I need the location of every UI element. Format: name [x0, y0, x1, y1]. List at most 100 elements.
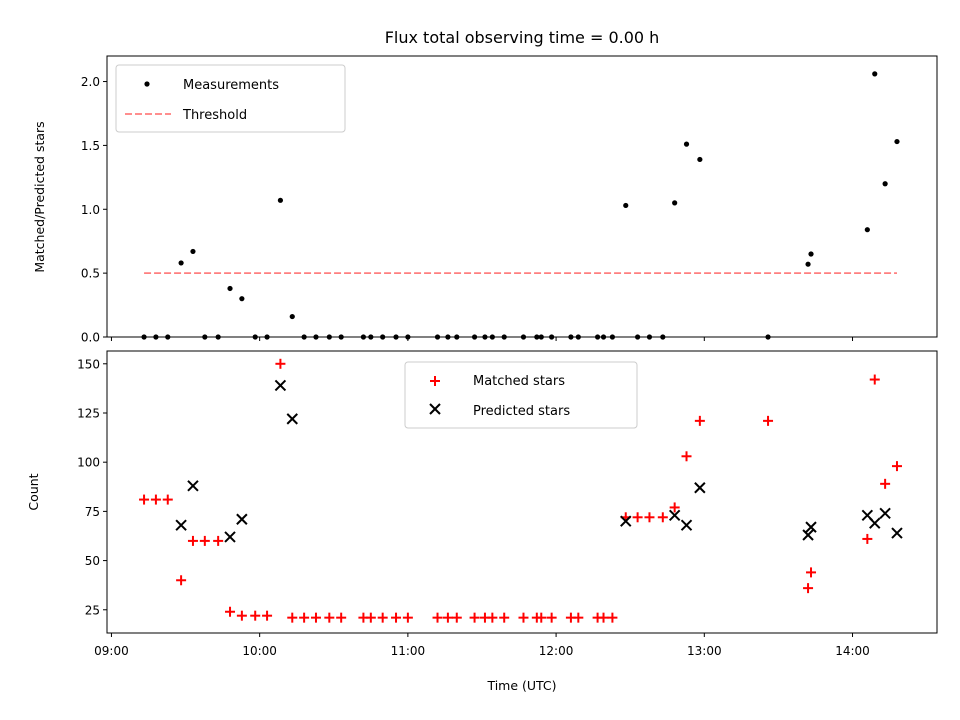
measurement-point	[538, 334, 544, 340]
bottom-y-axis-label: Count	[26, 473, 41, 510]
matched-stars-point	[469, 612, 480, 623]
matched-stars-point	[377, 612, 388, 623]
matched-stars-point	[806, 567, 817, 578]
measurement-point	[660, 334, 666, 340]
measurement-point	[202, 334, 208, 340]
x-tick-label: 12:00	[539, 644, 574, 658]
measurement-point	[301, 334, 307, 340]
measurement-point	[264, 334, 270, 340]
measurement-point	[178, 260, 184, 266]
matched-stars-point	[225, 606, 236, 617]
measurement-point	[239, 296, 245, 302]
measurement-point	[326, 334, 332, 340]
measurement-point	[368, 334, 374, 340]
chart-title: Flux total observing time = 0.00 h	[385, 28, 660, 47]
matched-stars-point	[150, 494, 161, 505]
measurement-point	[683, 141, 690, 147]
measurement-point	[489, 334, 495, 340]
matched-stars-point	[336, 612, 347, 623]
measurement-point	[277, 197, 284, 203]
measurement-point	[380, 334, 386, 340]
predicted-stars-point	[802, 529, 814, 541]
x-axis-label: Time (UTC)	[486, 678, 556, 693]
measurement-point	[434, 334, 441, 340]
matched-stars-point	[162, 494, 173, 505]
measurement-point	[549, 334, 555, 340]
matched-stars-point	[287, 612, 298, 623]
top-y-tick-label: 1.5	[81, 139, 100, 153]
x-tick-label: 13:00	[687, 644, 722, 658]
bottom-y-tick-label: 25	[85, 603, 100, 617]
predicted-stars-point	[187, 480, 199, 492]
matched-stars-point	[632, 512, 643, 523]
measurement-point	[482, 334, 488, 340]
measurement-point	[360, 334, 367, 340]
measurement-point	[646, 334, 653, 340]
matched-stars-point	[880, 478, 891, 489]
measurement-point	[575, 334, 581, 340]
predicted-stars-point	[891, 527, 903, 539]
predicted-stars-point	[286, 413, 298, 425]
matched-stars-point	[324, 612, 335, 623]
matched-stars-point	[499, 612, 510, 623]
predicted-stars-point	[805, 521, 817, 533]
top-y-axis-label: Matched/Predicted stars	[32, 121, 47, 272]
matched-stars-point	[176, 575, 187, 586]
predicted-stars-point	[668, 509, 681, 522]
measurement-point	[215, 334, 221, 340]
matched-stars-point	[299, 612, 310, 623]
measurement-point	[882, 181, 888, 187]
bottom-y-tick-label: 125	[77, 406, 100, 420]
bottom-legend-frame	[404, 361, 638, 429]
measurement-point	[520, 334, 527, 340]
matched-stars-point	[694, 415, 705, 426]
matched-stars-point	[644, 512, 655, 523]
measurement-point	[765, 334, 771, 340]
predicted-stars-point	[869, 517, 881, 529]
x-tick-label: 11:00	[391, 644, 426, 658]
bottom-panel: 25 50 75 100 125 150 09:00 10:00 11:00 12:00 13:0…	[26, 350, 938, 658]
matched-stars-point	[669, 502, 680, 513]
measurement-point	[894, 138, 900, 145]
measurement-point	[635, 334, 641, 340]
bottom-y-tick-label: 50	[85, 554, 100, 568]
matched-stars-point	[891, 461, 902, 472]
measurement-point	[445, 334, 451, 340]
x-tick-label: 14:00	[835, 644, 870, 658]
bottom-plot-frame	[106, 350, 938, 634]
legend-threshold-label: Threshold	[182, 108, 247, 123]
matched-stars-point	[213, 535, 224, 546]
predicted-stars-point	[879, 507, 891, 520]
matched-stars-point	[432, 612, 443, 623]
matched-stars-point	[573, 612, 584, 623]
measurement-point	[393, 334, 399, 340]
matched-stars-point	[546, 612, 557, 623]
matched-stars-point	[763, 415, 774, 426]
top-y-tick-label: 0.5	[81, 267, 100, 281]
bottom-y-tick-label: 100	[77, 456, 100, 470]
matched-stars-point	[451, 612, 462, 623]
legend-matched-marker	[430, 376, 440, 386]
matched-stars-point	[869, 374, 880, 385]
matched-stars-point	[487, 612, 498, 623]
top-y-tick-label: 2.0	[81, 75, 100, 89]
x-tick-label: 09:00	[94, 644, 129, 658]
measurement-point	[672, 200, 678, 206]
legend-predicted-label: Predicted stars	[473, 404, 570, 419]
matched-stars-point	[442, 612, 453, 623]
matched-stars-point	[236, 610, 247, 621]
top-legend-frame	[115, 64, 346, 133]
matched-stars-point	[536, 612, 547, 623]
measurement-point	[872, 71, 878, 77]
measurement-point	[471, 334, 478, 340]
measurement-point	[252, 334, 258, 340]
matched-stars-point	[598, 612, 609, 623]
legend-matched-label: Matched stars	[473, 374, 565, 389]
measurement-point	[594, 334, 601, 340]
measurement-point	[568, 334, 574, 340]
predicted-stars-point	[620, 515, 632, 527]
top-y-tick-label: 1.0	[81, 203, 100, 217]
top-legend: Measurements Threshold	[115, 64, 346, 133]
measurement-point	[289, 313, 295, 320]
